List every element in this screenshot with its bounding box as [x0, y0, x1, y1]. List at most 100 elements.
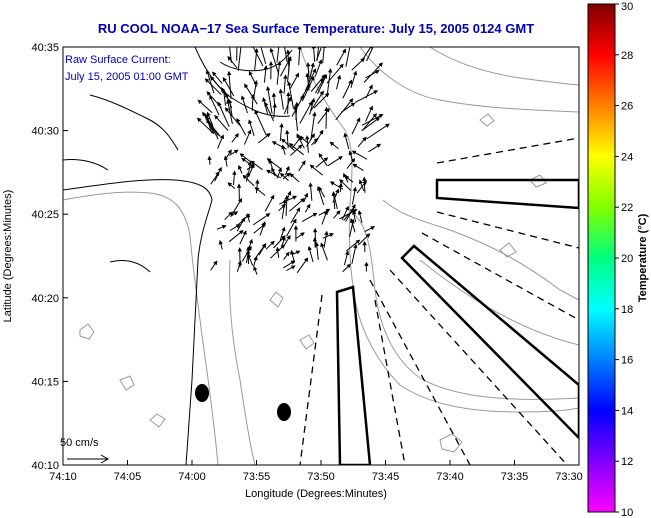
current-vector-head	[365, 233, 371, 238]
current-vector	[291, 95, 305, 117]
x-axis-label: Longitude (Degrees:Minutes)	[245, 488, 387, 500]
current-vector-head	[287, 81, 292, 86]
current-vector-head	[370, 226, 376, 231]
current-vector-head	[331, 191, 337, 197]
current-vector-head	[227, 182, 233, 187]
current-vector	[351, 244, 357, 264]
colorbar-tick-label: 16	[621, 355, 633, 367]
current-vector-head	[277, 167, 282, 173]
current-vector-head	[290, 249, 295, 255]
current-vector-head	[329, 233, 334, 238]
current-vector-head	[215, 171, 220, 177]
y-tick-label: 40:30	[31, 126, 59, 138]
current-vector-head	[357, 210, 363, 215]
colorbar-tick-label: 24	[621, 151, 633, 163]
current-vector-head	[300, 197, 305, 203]
current-vector-head	[307, 245, 312, 251]
current-vector-head	[378, 62, 383, 68]
current-vector-head	[287, 96, 292, 102]
current-vector-head	[338, 182, 343, 187]
current-vector-head	[349, 218, 355, 223]
y-tick-label: 40:35	[31, 42, 59, 54]
current-vector-head	[348, 79, 352, 85]
current-vector	[313, 93, 329, 109]
current-vector-head	[304, 192, 309, 198]
current-vector-head	[282, 37, 285, 40]
current-vector-head	[335, 188, 340, 194]
current-vector-head	[308, 101, 313, 106]
current-vector-head	[248, 70, 253, 76]
colorbar-tick-label: 20	[621, 253, 633, 265]
current-vector	[197, 118, 214, 134]
current-vector-head	[290, 260, 296, 265]
current-vector-head	[275, 246, 280, 252]
current-vector-head	[286, 234, 291, 240]
scale-vector-label: 50 cm/s	[60, 437, 99, 449]
current-vector-head	[262, 97, 267, 102]
current-vector-head	[248, 119, 253, 125]
current-vector-head	[268, 159, 273, 164]
current-vector-head	[242, 230, 247, 236]
current-vector-head	[321, 43, 324, 46]
y-tick-label: 40:25	[31, 209, 59, 221]
current-vector-head	[227, 55, 232, 61]
current-vector-head	[253, 265, 258, 271]
current-vector	[222, 77, 235, 97]
current-vector-head	[375, 117, 381, 122]
colorbar	[587, 3, 616, 513]
colorbar-tick-label: 22	[621, 202, 633, 214]
x-tick-label: 74:05	[114, 471, 142, 483]
current-vector-head	[232, 170, 237, 175]
current-vector-head	[351, 203, 356, 209]
current-vector	[361, 114, 383, 126]
current-vector-head	[242, 174, 248, 180]
current-vector	[253, 213, 270, 226]
y-axis: 40:10 40:15 40:20 40:25 40:30 40:35	[31, 42, 68, 472]
current-vector-head	[283, 74, 288, 79]
current-vector	[228, 71, 232, 99]
colorbar-ticks: 10 12 14 16 18 20 22 24 26 28 30	[615, 1, 633, 518]
x-tick-label: 73:30	[555, 471, 583, 483]
current-vector	[299, 101, 313, 124]
current-vector-head	[310, 62, 315, 68]
current-vector	[315, 47, 322, 61]
y-tick-label: 40:10	[31, 460, 59, 472]
current-vector-head	[344, 250, 350, 256]
current-vector-head	[320, 242, 325, 248]
current-vector-head	[205, 69, 210, 75]
current-vector	[229, 47, 232, 63]
current-vector	[345, 47, 351, 67]
current-vector-head	[356, 117, 361, 123]
current-vector-head	[268, 60, 274, 66]
current-vector	[310, 91, 324, 112]
current-vector-head	[248, 238, 253, 244]
current-vector-head	[360, 57, 365, 63]
current-vector-head	[247, 245, 252, 251]
coastline-detail	[63, 49, 293, 273]
x-tick-label: 74:00	[178, 471, 206, 483]
current-vector-head	[312, 227, 318, 233]
current-vector-head	[204, 78, 210, 83]
current-vector-head	[348, 150, 353, 156]
current-vector-head	[265, 85, 271, 91]
current-vector-head	[344, 205, 349, 211]
current-vector-head	[227, 70, 232, 76]
current-vector-head	[207, 155, 212, 161]
current-vector	[363, 62, 383, 83]
current-vector	[209, 95, 220, 116]
current-vector-head	[279, 123, 284, 128]
current-vector-head	[350, 102, 356, 107]
current-vector-head	[222, 76, 227, 82]
current-vector-head	[196, 117, 202, 123]
current-vector-head	[297, 135, 302, 141]
current-vector-head	[271, 141, 277, 146]
current-vector-head	[318, 38, 321, 41]
current-vector-head	[364, 261, 369, 267]
x-tick-label: 73:55	[243, 471, 271, 483]
current-vector-head	[336, 74, 342, 80]
current-vector-head	[301, 160, 306, 166]
current-vector-head	[255, 179, 260, 184]
x-tick-label: 73:40	[436, 471, 464, 483]
current-vector-head	[285, 165, 290, 171]
current-vector-head	[323, 210, 328, 215]
